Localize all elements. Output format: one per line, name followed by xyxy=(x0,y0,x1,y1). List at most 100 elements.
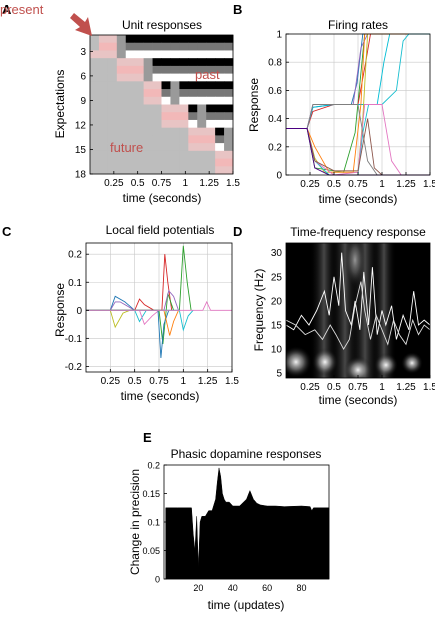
unit-cell xyxy=(134,89,145,98)
unit-cell xyxy=(206,135,216,144)
unit-cell xyxy=(107,96,118,105)
y-tick-label: 5 xyxy=(276,369,282,380)
unit-cell xyxy=(197,42,207,51)
y-tick-label: 0.1 xyxy=(147,518,160,528)
unit-cell xyxy=(125,127,136,136)
unit-cell xyxy=(215,104,225,113)
unit-cell xyxy=(224,119,234,129)
unit-cell xyxy=(197,58,207,67)
x-tick-label: 1 xyxy=(379,382,385,393)
unit-cell xyxy=(215,166,225,175)
unit-cell xyxy=(206,150,216,159)
unit-cell xyxy=(188,65,198,75)
unit-cell xyxy=(152,58,162,67)
unit-cell xyxy=(134,112,145,121)
unit-response-raster xyxy=(90,35,234,175)
y-tick-label: 18 xyxy=(75,170,87,181)
unit-cell xyxy=(179,65,189,75)
unit-cell xyxy=(215,150,225,159)
unit-cell xyxy=(188,73,198,82)
unit-cell xyxy=(107,150,118,159)
y-tick-label: -0.2 xyxy=(65,362,83,373)
unit-cell xyxy=(143,73,153,82)
unit-cell xyxy=(188,112,198,121)
unit-cell xyxy=(116,96,127,105)
unit-cell xyxy=(152,35,162,44)
unit-cell xyxy=(125,112,136,121)
unit-cell xyxy=(90,150,100,159)
unit-cell xyxy=(224,42,234,51)
unit-cell xyxy=(143,50,153,59)
y-tick-label: 0 xyxy=(276,171,282,182)
y-tick-label: 9 xyxy=(80,96,86,107)
unit-cell xyxy=(152,158,162,167)
firing-rates-title: Firing rates xyxy=(328,18,388,32)
y-tick-label: 10 xyxy=(271,345,283,356)
unit-cell xyxy=(152,42,162,51)
unit-cell xyxy=(98,104,109,113)
unit-cell xyxy=(197,65,207,75)
unit-cell xyxy=(107,35,118,44)
unit-cell xyxy=(161,50,171,59)
unit-cell xyxy=(134,73,145,82)
y-tick-label: 0.2 xyxy=(147,461,160,471)
unit-cell xyxy=(206,58,216,67)
unit-cell xyxy=(134,119,145,129)
time-frequency-title: Time-frequency response xyxy=(290,225,426,239)
unit-cell xyxy=(206,65,216,75)
unit-cell xyxy=(116,35,127,44)
unit-cell xyxy=(134,166,145,175)
firing-rates-panel: Firing rates time (seconds) Response 0.2… xyxy=(247,18,435,206)
unit-cell xyxy=(98,127,109,136)
unit-cell xyxy=(161,89,171,98)
unit-cell xyxy=(152,150,162,159)
unit-cell xyxy=(90,81,100,90)
unit-cell xyxy=(170,42,180,51)
dopamine-title: Phasic dopamine responses xyxy=(171,447,322,461)
x-tick-label: 1 xyxy=(181,376,187,387)
unit-cell xyxy=(98,158,109,167)
unit-cell xyxy=(179,35,189,44)
unit-cell xyxy=(161,127,171,136)
unit-cell xyxy=(206,127,216,136)
unit-cell xyxy=(197,112,207,121)
unit-cell xyxy=(143,135,153,144)
unit-cell xyxy=(134,42,145,51)
x-tick-label: 0.75 xyxy=(149,376,169,387)
unit-cell xyxy=(188,127,198,136)
unit-cell xyxy=(143,143,153,152)
unit-cell xyxy=(90,89,100,98)
unit-cell xyxy=(206,35,216,44)
x-tick-label: 60 xyxy=(262,583,272,593)
unit-cell xyxy=(206,50,216,59)
x-tick-label: 20 xyxy=(193,583,203,593)
unit-cell xyxy=(206,104,216,113)
unit-cell xyxy=(90,58,100,67)
unit-cell xyxy=(224,35,234,44)
lfp-panel: Local field potentials time (seconds) Re… xyxy=(53,223,239,403)
unit-cell xyxy=(152,96,162,105)
unit-cell xyxy=(161,119,171,129)
unit-cell xyxy=(125,143,136,152)
y-tick-label: 0.1 xyxy=(68,278,82,289)
unit-cell xyxy=(143,127,153,136)
lfp-ylabel: Response xyxy=(53,283,67,337)
unit-cell xyxy=(116,143,127,152)
unit-cell xyxy=(179,50,189,59)
unit-cell xyxy=(188,143,198,152)
unit-cell xyxy=(98,89,109,98)
unit-cell xyxy=(143,96,153,105)
unit-cell xyxy=(206,96,216,105)
unit-cell xyxy=(224,58,234,67)
unit-cell xyxy=(125,150,136,159)
unit-cell xyxy=(125,65,136,75)
unit-cell xyxy=(90,127,100,136)
unit-cell xyxy=(161,104,171,113)
lfp-xlabel: time (seconds) xyxy=(121,389,200,403)
y-tick-label: 15 xyxy=(75,145,87,156)
unit-cell xyxy=(224,127,234,136)
unit-cell xyxy=(152,73,162,82)
unit-cell xyxy=(224,104,234,113)
unit-cell xyxy=(224,96,234,105)
